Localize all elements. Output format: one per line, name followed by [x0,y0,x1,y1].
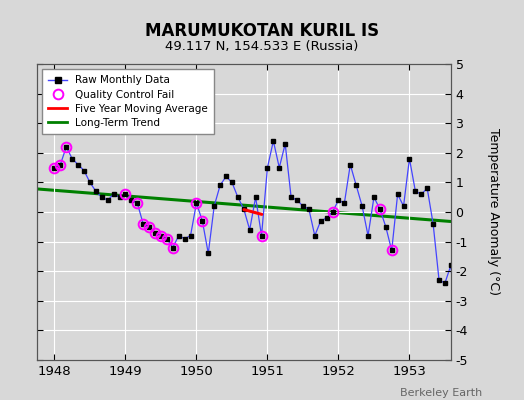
Y-axis label: Temperature Anomaly (°C): Temperature Anomaly (°C) [487,128,500,296]
Text: MARUMUKOTAN KURIL IS: MARUMUKOTAN KURIL IS [145,22,379,40]
Text: Berkeley Earth: Berkeley Earth [400,388,482,398]
Legend: Raw Monthly Data, Quality Control Fail, Five Year Moving Average, Long-Term Tren: Raw Monthly Data, Quality Control Fail, … [42,69,214,134]
Text: 49.117 N, 154.533 E (Russia): 49.117 N, 154.533 E (Russia) [165,40,359,53]
